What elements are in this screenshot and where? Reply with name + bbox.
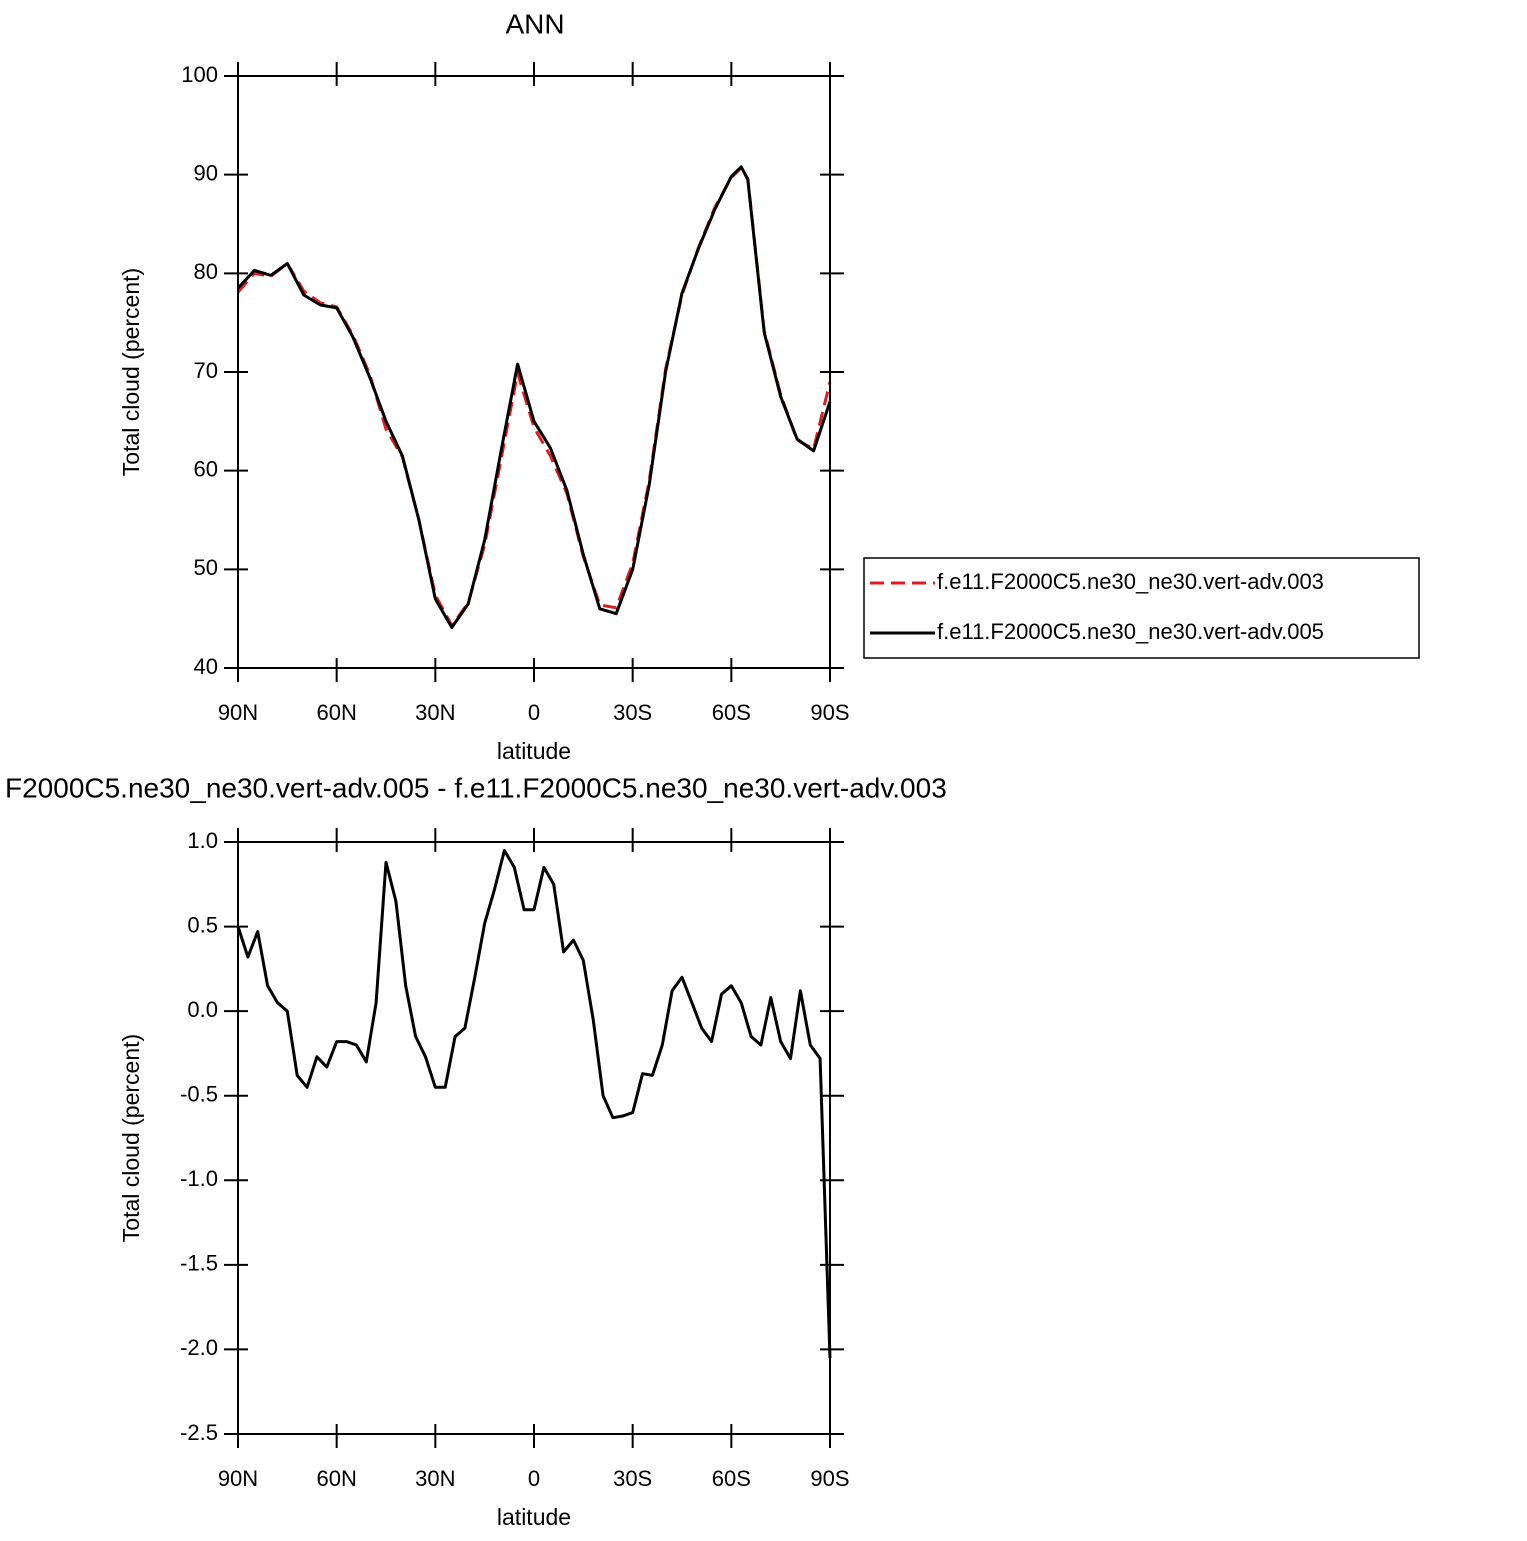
x-tick-label: 60N bbox=[316, 1466, 356, 1491]
y-tick-label: 60 bbox=[194, 456, 218, 481]
x-tick-label: 90N bbox=[218, 700, 258, 725]
x-axis-label: latitude bbox=[497, 738, 571, 764]
x-tick-label: 30N bbox=[415, 700, 455, 725]
y-tick-label: -2.0 bbox=[180, 1335, 218, 1360]
x-tick-label: 90S bbox=[810, 1466, 849, 1491]
y-tick-label: -1.5 bbox=[180, 1251, 218, 1276]
x-tick-label: 30N bbox=[415, 1466, 455, 1491]
y-tick-label: 40 bbox=[194, 654, 218, 679]
x-tick-label: 90N bbox=[218, 1466, 258, 1491]
x-tick-label: 60S bbox=[712, 1466, 751, 1491]
x-tick-label: 0 bbox=[528, 1466, 540, 1491]
chart-title: ANN bbox=[505, 8, 564, 39]
legend-label: f.e11.F2000C5.ne30_ne30.vert-adv.003 bbox=[937, 569, 1324, 594]
plot-frame bbox=[237, 841, 831, 1435]
legend-box bbox=[863, 557, 1420, 659]
x-tick-label: 30S bbox=[613, 700, 652, 725]
y-tick-label: -1.0 bbox=[180, 1166, 218, 1191]
y-tick-label: 0.5 bbox=[187, 912, 218, 937]
y-tick-label: -0.5 bbox=[180, 1082, 218, 1107]
y-axis-label: Total cloud (percent) bbox=[118, 1034, 144, 1242]
data-line bbox=[236, 165, 832, 629]
data-line bbox=[236, 849, 832, 1358]
y-tick-label: 80 bbox=[194, 259, 218, 284]
y-tick-label: 90 bbox=[194, 160, 218, 185]
y-tick-label: 0.0 bbox=[187, 997, 218, 1022]
y-tick-label: -2.5 bbox=[180, 1420, 218, 1445]
plot-frame bbox=[237, 75, 831, 669]
x-tick-label: 90S bbox=[810, 700, 849, 725]
legend-label: f.e11.F2000C5.ne30_ne30.vert-adv.005 bbox=[937, 619, 1324, 644]
x-axis-label: latitude bbox=[497, 1504, 571, 1530]
y-axis-label: Total cloud (percent) bbox=[118, 268, 144, 476]
y-tick-label: 70 bbox=[194, 358, 218, 383]
x-tick-label: 60S bbox=[712, 700, 751, 725]
chart-title: F2000C5.ne30_ne30.vert-adv.005 - f.e11.F… bbox=[5, 772, 947, 803]
y-tick-label: 1.0 bbox=[187, 828, 218, 853]
x-tick-label: 0 bbox=[528, 700, 540, 725]
x-tick-label: 30S bbox=[613, 1466, 652, 1491]
data-line bbox=[236, 166, 832, 628]
y-tick-label: 100 bbox=[181, 62, 218, 87]
x-tick-label: 60N bbox=[316, 700, 356, 725]
y-tick-label: 50 bbox=[194, 555, 218, 580]
